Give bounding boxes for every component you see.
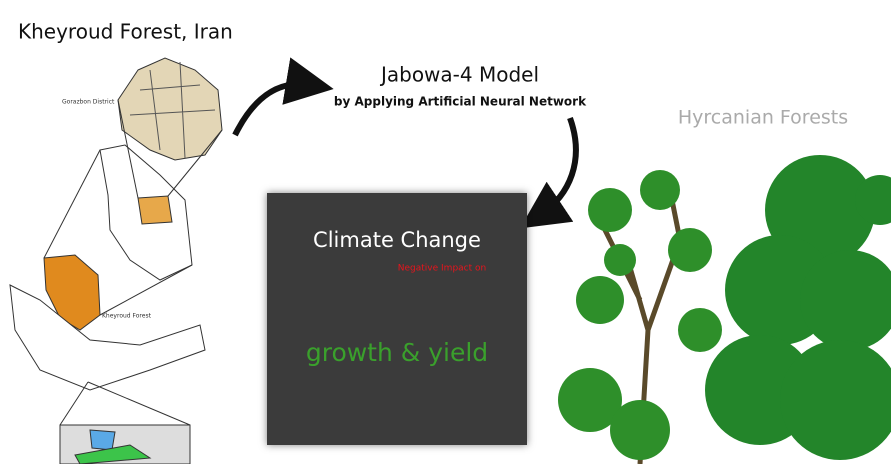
forest-label: Kheyroud Forest [102, 313, 152, 320]
district-map [118, 58, 222, 160]
arrow [540, 118, 576, 215]
panel-title: Climate Change [313, 228, 481, 252]
model-subtitle: by Applying Artificial Neural Network [334, 95, 587, 109]
panel-subject: growth & yield [306, 338, 488, 367]
map [10, 58, 222, 464]
trees [558, 155, 891, 464]
district-label: Gorazbon District [62, 99, 115, 106]
panel-note: Negative Impact on [398, 264, 486, 274]
region-map [10, 285, 205, 390]
graphical-abstract: Kheyroud Forest, Iran Gorazbon District … [0, 0, 891, 464]
title: Kheyroud Forest, Iran [18, 20, 233, 44]
arrow [235, 84, 310, 135]
model-title: Jabowa-4 Model [379, 63, 539, 87]
forest-title: Hyrcanian Forests [678, 107, 848, 129]
